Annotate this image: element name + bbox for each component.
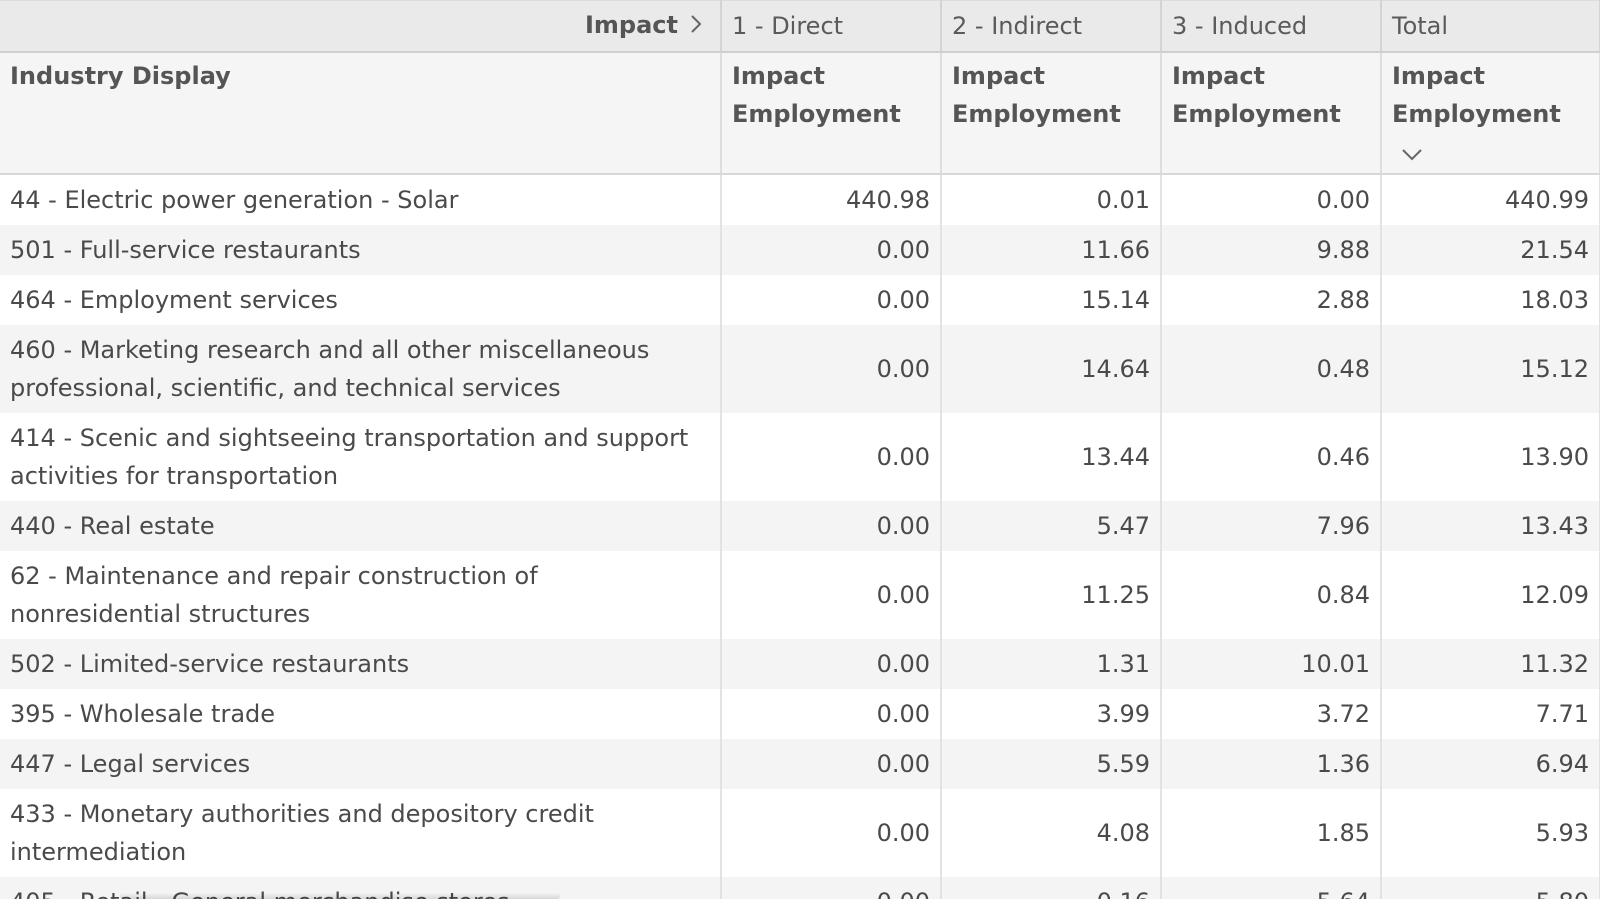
induced-value: 10.01 bbox=[1161, 639, 1382, 689]
total-value: 7.71 bbox=[1380, 689, 1600, 739]
table-row[interactable]: 447 - Legal services 0.00 5.59 1.36 6.94 bbox=[0, 739, 1600, 789]
indirect-value: 5.59 bbox=[941, 739, 1162, 789]
direct-value: 0.00 bbox=[721, 789, 942, 877]
total-value: 6.94 bbox=[1380, 739, 1600, 789]
scroll-shadow bbox=[120, 893, 560, 899]
induced-value: 1.36 bbox=[1161, 739, 1382, 789]
row-dimension-header[interactable]: Industry Display bbox=[0, 52, 722, 175]
total-value: 12.09 bbox=[1380, 551, 1600, 639]
total-value: 5.93 bbox=[1380, 789, 1600, 877]
total-value: 5.80 bbox=[1380, 877, 1600, 899]
indirect-value: 0.01 bbox=[941, 174, 1162, 225]
direct-value: 0.00 bbox=[721, 739, 942, 789]
total-value: 21.54 bbox=[1380, 225, 1600, 275]
table-row[interactable]: 501 - Full-service restaurants 0.00 11.6… bbox=[0, 225, 1600, 275]
table-row[interactable]: 414 - Scenic and sightseeing transportat… bbox=[0, 413, 1600, 501]
induced-value: 0.00 bbox=[1161, 174, 1382, 225]
direct-value: 0.00 bbox=[721, 689, 942, 739]
column-group-total[interactable]: Total bbox=[1380, 0, 1600, 53]
indirect-value: 14.64 bbox=[941, 325, 1162, 413]
table-row[interactable]: 395 - Wholesale trade 0.00 3.99 3.72 7.7… bbox=[0, 689, 1600, 739]
industry-cell: 460 - Marketing research and all other m… bbox=[0, 325, 722, 413]
total-value: 15.12 bbox=[1380, 325, 1600, 413]
measure-header-indirect[interactable]: Impact Employment bbox=[941, 52, 1162, 175]
industry-cell: 433 - Monetary authorities and depositor… bbox=[0, 789, 722, 877]
induced-value: 0.46 bbox=[1161, 413, 1382, 501]
indirect-value: 11.25 bbox=[941, 551, 1162, 639]
indirect-value: 4.08 bbox=[941, 789, 1162, 877]
direct-value: 0.00 bbox=[721, 877, 942, 899]
indirect-value: 5.47 bbox=[941, 501, 1162, 551]
total-value: 13.90 bbox=[1380, 413, 1600, 501]
induced-value: 0.48 bbox=[1161, 325, 1382, 413]
indirect-value: 15.14 bbox=[941, 275, 1162, 325]
chevron-down-icon[interactable] bbox=[1400, 135, 1424, 172]
table-row[interactable]: 440 - Real estate 0.00 5.47 7.96 13.43 bbox=[0, 501, 1600, 551]
induced-value: 1.85 bbox=[1161, 789, 1382, 877]
pivot-table-body: 44 - Electric power generation - Solar 4… bbox=[0, 174, 1600, 899]
induced-value: 3.72 bbox=[1161, 689, 1382, 739]
direct-value: 440.98 bbox=[721, 174, 942, 225]
direct-value: 0.00 bbox=[721, 501, 942, 551]
table-row[interactable]: 44 - Electric power generation - Solar 4… bbox=[0, 174, 1600, 225]
industry-cell: 414 - Scenic and sightseeing transportat… bbox=[0, 413, 722, 501]
table-row[interactable]: 433 - Monetary authorities and depositor… bbox=[0, 789, 1600, 877]
column-group-indirect[interactable]: 2 - Indirect bbox=[941, 0, 1162, 53]
direct-value: 0.00 bbox=[721, 639, 942, 689]
measure-header-total[interactable]: Impact Employment bbox=[1380, 52, 1600, 175]
column-group-header-row: Impact 1 - Direct 2 - Indirect 3 - Induc… bbox=[0, 0, 1600, 53]
measure-header-direct[interactable]: Impact Employment bbox=[721, 52, 942, 175]
pivot-dimension-label: Impact bbox=[584, 10, 678, 39]
indirect-value: 0.16 bbox=[941, 877, 1162, 899]
induced-value: 9.88 bbox=[1161, 225, 1382, 275]
industry-cell: 405 - Retail - General merchandise store… bbox=[0, 877, 722, 899]
measure-header-total-label: Impact Employment bbox=[1392, 62, 1561, 128]
industry-cell: 44 - Electric power generation - Solar bbox=[0, 174, 722, 225]
table-row[interactable]: 502 - Limited-service restaurants 0.00 1… bbox=[0, 639, 1600, 689]
total-value: 18.03 bbox=[1380, 275, 1600, 325]
industry-cell: 501 - Full-service restaurants bbox=[0, 225, 722, 275]
table-row[interactable]: 405 - Retail - General merchandise store… bbox=[0, 877, 1600, 899]
industry-cell: 440 - Real estate bbox=[0, 501, 722, 551]
total-value: 440.99 bbox=[1380, 174, 1600, 225]
indirect-value: 13.44 bbox=[941, 413, 1162, 501]
direct-value: 0.00 bbox=[721, 325, 942, 413]
column-group-induced[interactable]: 3 - Induced bbox=[1161, 0, 1382, 53]
industry-cell: 395 - Wholesale trade bbox=[0, 689, 722, 739]
measure-header-row: Industry Display Impact Employment Impac… bbox=[0, 52, 1600, 175]
indirect-value: 3.99 bbox=[941, 689, 1162, 739]
industry-cell: 62 - Maintenance and repair construction… bbox=[0, 551, 722, 639]
induced-value: 7.96 bbox=[1161, 501, 1382, 551]
column-group-direct[interactable]: 1 - Direct bbox=[721, 0, 942, 53]
direct-value: 0.00 bbox=[721, 275, 942, 325]
indirect-value: 1.31 bbox=[941, 639, 1162, 689]
total-value: 13.43 bbox=[1380, 501, 1600, 551]
direct-value: 0.00 bbox=[721, 551, 942, 639]
induced-value: 0.84 bbox=[1161, 551, 1382, 639]
industry-cell: 447 - Legal services bbox=[0, 739, 722, 789]
chevron-right-icon[interactable] bbox=[688, 9, 704, 47]
pivot-dimension-header[interactable]: Impact bbox=[0, 0, 722, 53]
table-row[interactable]: 62 - Maintenance and repair construction… bbox=[0, 551, 1600, 639]
induced-value: 5.64 bbox=[1161, 877, 1382, 899]
industry-cell: 464 - Employment services bbox=[0, 275, 722, 325]
direct-value: 0.00 bbox=[721, 225, 942, 275]
indirect-value: 11.66 bbox=[941, 225, 1162, 275]
measure-header-induced[interactable]: Impact Employment bbox=[1161, 52, 1382, 175]
industry-cell: 502 - Limited-service restaurants bbox=[0, 639, 722, 689]
direct-value: 0.00 bbox=[721, 413, 942, 501]
induced-value: 2.88 bbox=[1161, 275, 1382, 325]
table-row[interactable]: 464 - Employment services 0.00 15.14 2.8… bbox=[0, 275, 1600, 325]
total-value: 11.32 bbox=[1380, 639, 1600, 689]
table-row[interactable]: 460 - Marketing research and all other m… bbox=[0, 325, 1600, 413]
